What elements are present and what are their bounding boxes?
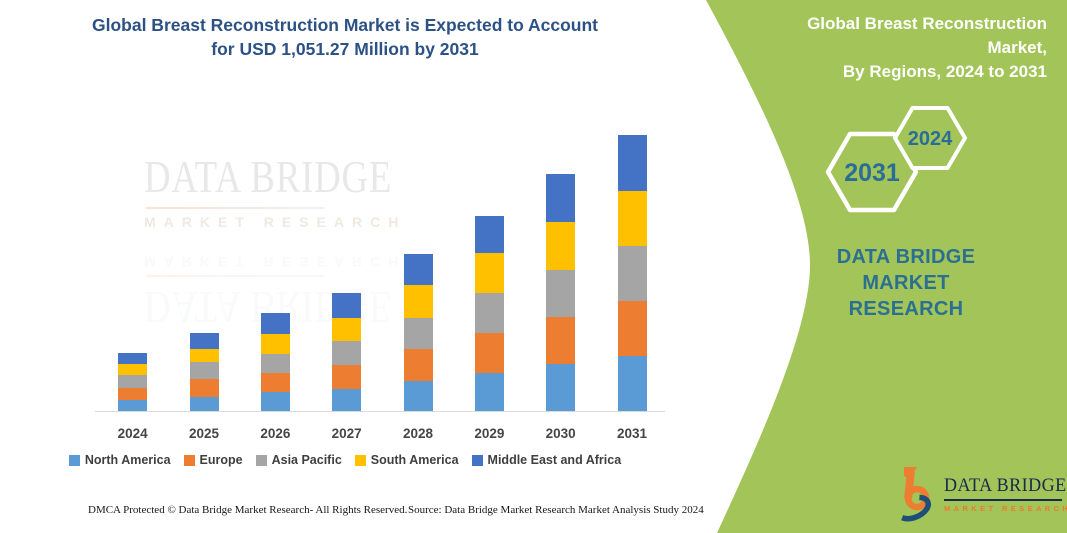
bar-segment-2030-europe — [546, 317, 576, 365]
hexagon-2031 — [825, 131, 919, 213]
legend-marker-icon — [255, 454, 267, 466]
bar-segment-2029-asia-pacific — [474, 293, 504, 333]
panel-brand-text: DATA BRIDGE MARKET RESEARCH — [795, 244, 1017, 322]
logo-text: DATA BRIDGE MARKET RESEARCH — [944, 475, 1067, 513]
legend-item-europe: Europe — [183, 453, 243, 467]
legend-marker-icon — [183, 454, 195, 466]
bar-segment-2024-south-america — [118, 364, 148, 376]
panel-title: Global Breast Reconstruction Market, By … — [745, 12, 1047, 83]
bar-segment-2025-north-america — [189, 397, 219, 411]
legend-marker-icon — [354, 454, 366, 466]
x-axis-label-2030: 2030 — [545, 426, 576, 441]
bar-segment-2026-europe — [260, 373, 290, 393]
bar-segment-2026-middle-east-and-africa — [260, 313, 290, 335]
bar-segment-2031-middle-east-and-africa — [617, 135, 647, 192]
hexagon-2024 — [893, 106, 967, 170]
bar-2027 — [332, 293, 362, 411]
bar-segment-2031-south-america — [617, 191, 647, 247]
legend-label: North America — [84, 453, 171, 467]
legend-item-south-america: South America — [354, 453, 459, 467]
x-axis-label-2029: 2029 — [474, 426, 505, 441]
bar-segment-2024-middle-east-and-africa — [118, 352, 148, 365]
x-axis-label-2031: 2031 — [616, 426, 648, 441]
legend-item-asia-pacific: Asia Pacific — [255, 453, 342, 467]
legend-label: South America — [370, 453, 459, 467]
bar-segment-2027-asia-pacific — [332, 341, 362, 366]
legend-item-middle-east-and-africa: Middle East and Africa — [471, 453, 622, 467]
bar-2031 — [617, 135, 647, 411]
panel-title-line1: Global Breast Reconstruction Market, — [807, 14, 1047, 57]
bar-segment-2028-north-america — [403, 381, 433, 411]
legend-label: Europe — [199, 453, 243, 467]
bar-segment-2028-south-america — [403, 284, 433, 318]
bar-segment-2029-south-america — [474, 252, 504, 293]
bar-segment-2026-north-america — [260, 392, 290, 411]
logo-brand-name: DATA BRIDGE — [944, 475, 1067, 497]
panel-brand-line2: RESEARCH — [848, 298, 964, 320]
bar-segment-2030-middle-east-and-africa — [546, 174, 576, 222]
data-bridge-logo: DATA BRIDGE MARKET RESEARCH — [896, 466, 1067, 522]
bar-segment-2028-europe — [403, 348, 433, 382]
panel-brand-line1: DATA BRIDGE MARKET — [836, 246, 976, 294]
bar-segment-2027-middle-east-and-africa — [332, 293, 362, 319]
bar-2024 — [118, 352, 148, 411]
logo-tagline: MARKET RESEARCH — [944, 503, 1067, 513]
x-axis-label-2024: 2024 — [117, 426, 148, 441]
bar-segment-2031-north-america — [617, 356, 647, 411]
bar-segment-2031-europe — [617, 301, 647, 356]
bar-segment-2027-europe — [332, 365, 362, 389]
hexagon-2024-label: 2024 — [908, 128, 953, 150]
legend-marker-icon — [68, 454, 80, 466]
bar-segment-2029-north-america — [474, 373, 504, 411]
bar-segment-2024-asia-pacific — [118, 375, 148, 389]
legend-item-north-america: North America — [68, 453, 171, 467]
bar-segment-2025-south-america — [189, 348, 219, 363]
chart-title: Global Breast Reconstruction Market is E… — [30, 14, 660, 61]
bar-segment-2030-south-america — [546, 221, 576, 271]
chart-title-line1: Global Breast Reconstruction Market is E… — [92, 15, 598, 35]
bar-segment-2025-asia-pacific — [189, 362, 219, 379]
bar-segment-2024-europe — [118, 388, 148, 400]
bar-segment-2025-middle-east-and-africa — [189, 333, 219, 349]
bar-segment-2030-north-america — [546, 364, 576, 411]
x-axis-label-2027: 2027 — [331, 426, 362, 441]
chart-title-line2: for USD 1,051.27 Million by 2031 — [211, 38, 479, 59]
legend-marker-icon — [471, 454, 483, 466]
legend-label: Asia Pacific — [271, 453, 342, 467]
bar-segment-2024-north-america — [118, 399, 148, 411]
bar-segment-2029-middle-east-and-africa — [474, 215, 504, 253]
legend-label: Middle East and Africa — [487, 453, 622, 467]
bar-segment-2026-south-america — [260, 334, 290, 354]
bar-segment-2030-asia-pacific — [546, 270, 576, 317]
x-axis-label-2025: 2025 — [188, 426, 220, 441]
bar-2029 — [474, 215, 504, 411]
bar-segment-2026-asia-pacific — [260, 353, 290, 374]
bar-segment-2028-asia-pacific — [403, 317, 433, 349]
plot-area: 2024 2025 2026 2027 2028 2029 2030 2031 — [95, 130, 665, 441]
bar-segment-2031-asia-pacific — [617, 246, 647, 302]
bar-segment-2027-north-america — [332, 389, 362, 411]
x-axis-label-2028: 2028 — [402, 426, 434, 441]
bar-segment-2028-middle-east-and-africa — [403, 254, 433, 285]
x-axis-label-2026: 2026 — [260, 426, 291, 441]
hexagon-2031-label: 2031 — [844, 159, 900, 187]
chart-legend: North America Europe Asia Pacific South Ame… — [0, 453, 690, 467]
bar-2030 — [546, 174, 576, 411]
bar-segment-2027-south-america — [332, 318, 362, 342]
dmca-note: DMCA Protected © Data Bridge Market Rese… — [88, 504, 408, 516]
bar-segment-2025-europe — [189, 378, 219, 397]
bar-2028 — [403, 254, 433, 411]
logo-divider — [944, 499, 1062, 501]
bar-segment-2029-europe — [474, 333, 504, 373]
year-hexagons: 2031 2024 — [825, 106, 967, 213]
bar-2025 — [189, 333, 219, 411]
panel-title-line2: By Regions, 2024 to 2031 — [842, 61, 1047, 81]
bar-2026 — [260, 313, 290, 411]
source-note: Source: Data Bridge Market Research Mark… — [408, 504, 704, 516]
data-bridge-logo-icon — [896, 467, 932, 522]
